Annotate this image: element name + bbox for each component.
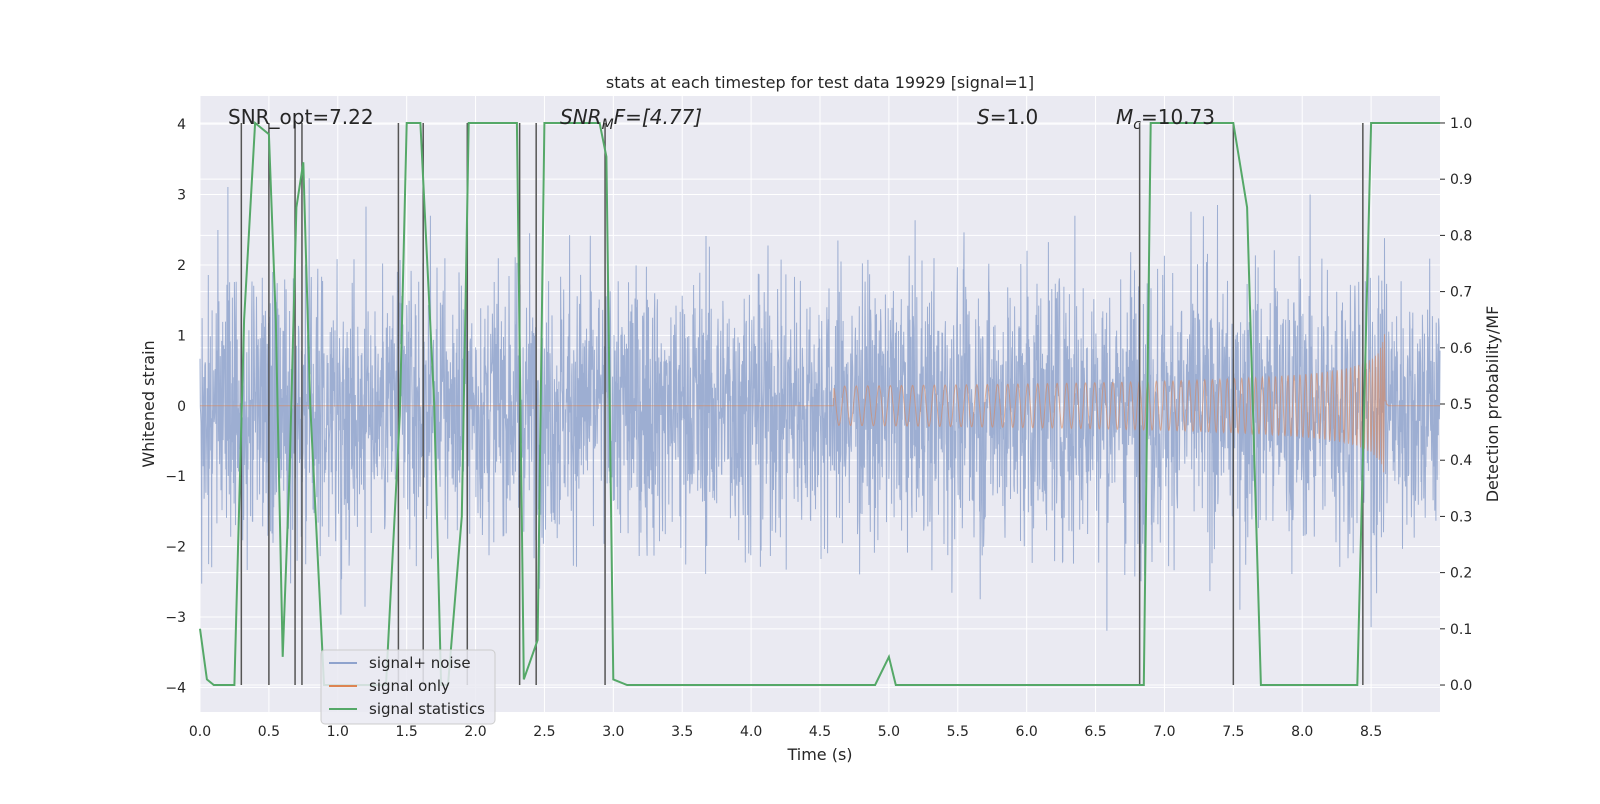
y-tick-label-right: 0.2 [1450, 566, 1472, 582]
x-tick-label: 4.5 [809, 724, 831, 740]
y-tick-label-left: 2 [177, 258, 186, 274]
annotation-s: S=1.0 [977, 105, 1038, 129]
annotation-mc: Mc=10.73 [1116, 105, 1215, 133]
y-tick-label-left: −2 [165, 540, 186, 556]
x-tick-label: 1.0 [327, 724, 349, 740]
y-tick-label-left: −1 [165, 469, 186, 485]
x-tick-label: 8.0 [1291, 724, 1313, 740]
y-tick-label-left: 4 [177, 117, 186, 133]
x-tick-label: 8.5 [1360, 724, 1382, 740]
x-axis-label: Time (s) [786, 745, 852, 764]
x-tick-label: 3.5 [671, 724, 693, 740]
annotation-mc-rest: =10.73 [1141, 105, 1215, 129]
y-tick-label-right: 0.7 [1450, 285, 1472, 301]
y-tick-label-right: 0.3 [1450, 509, 1472, 525]
x-tick-label: 5.0 [878, 724, 900, 740]
legend-label-signal-only: signal only [369, 677, 450, 695]
annotation-mc-sub: c [1133, 117, 1141, 133]
y-tick-label-right: 0.0 [1450, 678, 1472, 694]
legend: signal+ noise signal only signal statist… [320, 649, 496, 725]
y-tick-label-right: 0.1 [1450, 622, 1472, 638]
y-tick-label-left: 1 [177, 328, 186, 344]
legend-label-signal-statistics: signal statistics [369, 700, 485, 718]
axis-ticks: 0.0 0.5 1.0 1.5 2.0 2.5 3.0 3.5 4.0 4.5 5.0 5.5 6.0 6… [165, 116, 1472, 740]
x-tick-label: 2.5 [533, 724, 555, 740]
y-tick-label-left: 3 [177, 188, 186, 204]
x-tick-label: 7.5 [1222, 724, 1244, 740]
y-tick-label-right: 1.0 [1450, 116, 1472, 132]
signal-statistics-series [199, 120, 1440, 686]
x-tick-label: 0.0 [189, 724, 211, 740]
chart-title: stats at each timestep for test data 199… [606, 73, 1034, 92]
x-tick-label: 6.0 [1016, 724, 1038, 740]
y-tick-label-right: 0.8 [1450, 228, 1472, 244]
annotation-s-main: S [977, 105, 990, 129]
y-tick-label-right: 0.6 [1450, 341, 1472, 357]
annotation-snr-mf: SNRMF=[4.77] [560, 105, 702, 133]
annotation-s-rest: =1.0 [990, 105, 1039, 129]
y-axis-label-right: Detection probability/MF [1483, 306, 1502, 503]
y-tick-label-right: 0.4 [1450, 453, 1472, 469]
annotation-snr-mf-rest: F=[4.77] [614, 105, 702, 129]
x-tick-label: 0.5 [258, 724, 280, 740]
annotation-snr-mf-sub: M [602, 117, 614, 133]
y-tick-label-left: −3 [165, 610, 186, 626]
x-tick-label: 7.0 [1153, 724, 1175, 740]
x-tick-label: 4.0 [740, 724, 762, 740]
annotation-mc-main: M [1116, 105, 1133, 129]
annotation-snr-opt: SNR_opt=7.22 [228, 105, 374, 129]
y-tick-label-left: −4 [165, 680, 186, 696]
x-tick-label: 6.5 [1084, 724, 1106, 740]
x-tick-label: 2.0 [464, 724, 486, 740]
y-axis-label-left: Whitened strain [139, 340, 158, 467]
legend-label-signal-noise: signal+ noise [369, 654, 471, 672]
x-tick-label: 5.5 [947, 724, 969, 740]
annotation-snr-mf-main: SNR [560, 105, 602, 129]
legend-box [320, 649, 496, 725]
signal-statistics-line [199, 120, 1440, 686]
x-tick-label: 3.0 [602, 724, 624, 740]
x-tick-label: 1.5 [396, 724, 418, 740]
y-tick-label-left: 0 [177, 399, 186, 415]
y-tick-label-right: 0.5 [1450, 397, 1472, 413]
y-tick-label-right: 0.9 [1450, 172, 1472, 188]
